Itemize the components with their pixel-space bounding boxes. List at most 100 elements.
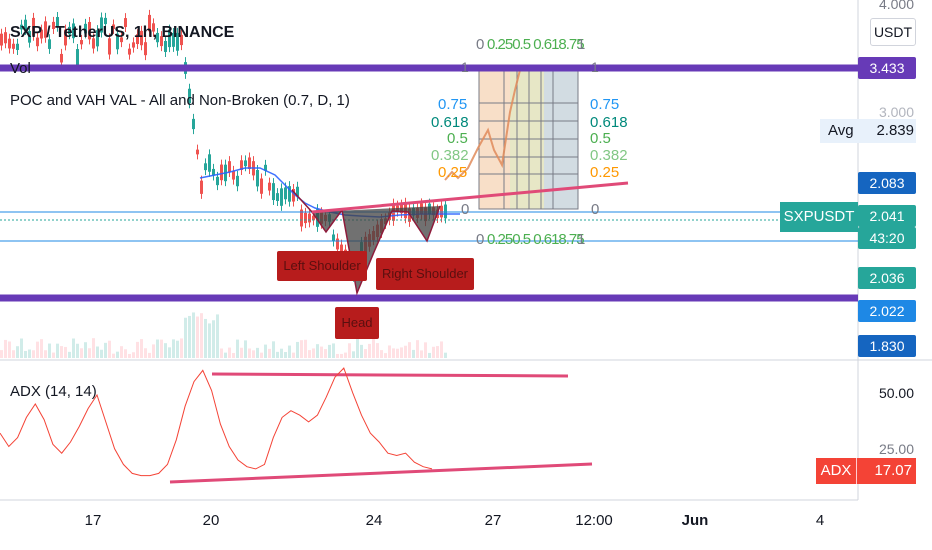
price-tag-2036[interactable]: 2.036 [858, 267, 916, 289]
fib-left-0382: 0.382 [431, 147, 469, 164]
candle-body [216, 176, 219, 186]
fib-bottom-levels: 0.250.5 0.618.75 [487, 231, 585, 248]
price-tag-2083[interactable]: 2.083 [858, 172, 916, 194]
symbol-tag[interactable]: SXPUSDT [780, 202, 858, 232]
left-shoulder-label[interactable]: Left Shoulder [277, 251, 367, 281]
candle-body [24, 19, 27, 30]
volume-bar [72, 338, 75, 358]
volume-bar [388, 345, 391, 358]
last-price-tag[interactable]: 2.041 [858, 205, 916, 227]
volume-bar [352, 351, 355, 358]
volume-bar [8, 341, 11, 358]
fib-left-05: 0.5 [447, 130, 468, 147]
adx-tick-25: 25.00 [878, 441, 914, 457]
poc-indicator-legend[interactable]: POC and VAH VAL - All and Non-Broken (0.… [10, 92, 350, 109]
volume-bar [68, 351, 71, 358]
price-tag-2022[interactable]: 2.022 [858, 300, 916, 322]
volume-bar [32, 350, 35, 358]
candle-body [212, 168, 215, 176]
volume-bar [424, 342, 427, 358]
candle-body [172, 32, 175, 47]
volume-bar [164, 343, 167, 358]
candle-body [60, 53, 63, 63]
volume-bar [340, 353, 343, 358]
volume-bar [48, 343, 51, 358]
candle-body [64, 29, 67, 46]
candle-body [244, 160, 247, 167]
price-tag-purple-high[interactable]: 3.433 [858, 57, 916, 79]
volume-bar [256, 347, 259, 358]
candle-body [20, 24, 23, 30]
vol-legend[interactable]: Vol [10, 60, 31, 77]
fib-right-0382: 0.382 [590, 147, 628, 164]
adx-legend[interactable]: ADX (14, 14) [10, 383, 97, 400]
price-tag-1830[interactable]: 1.830 [858, 335, 916, 357]
fib-bottom-one: 1 [577, 231, 586, 248]
candle-body [188, 88, 191, 104]
volume-bar [188, 315, 191, 358]
fib-left-zero: 0 [461, 201, 470, 218]
volume-bar [408, 342, 411, 358]
volume-bar [268, 348, 271, 358]
volume-bar [220, 348, 223, 358]
volume-bar [172, 339, 175, 358]
head-label[interactable]: Head [335, 307, 379, 339]
fib-right-one: 1 [591, 59, 599, 75]
volume-bar [36, 341, 39, 358]
avg-value: 2.839 [876, 122, 914, 139]
volume-bar [92, 338, 95, 358]
neckline[interactable] [311, 181, 629, 214]
volume-bar [40, 339, 43, 358]
volume-bar [276, 351, 279, 358]
candle-body [44, 21, 47, 38]
candle-body [164, 40, 167, 52]
adx-support-line[interactable] [169, 462, 593, 484]
volume-bar [308, 350, 311, 358]
candle-body [208, 154, 211, 172]
volume-bar [152, 344, 155, 358]
candle-body [260, 178, 263, 194]
volume-bar [400, 347, 403, 358]
volume-bar [116, 351, 119, 358]
volume-bar [124, 349, 127, 358]
volume-bar [196, 316, 199, 358]
candle-body [4, 32, 7, 44]
date-tick-jun: Jun [681, 512, 709, 529]
volume-bar [244, 340, 247, 358]
currency-selector[interactable]: USDT [870, 18, 916, 46]
candle-body [8, 38, 11, 49]
candle-body [112, 24, 115, 30]
volume-bar [16, 346, 19, 358]
candle-body [104, 17, 107, 25]
volume-bar [240, 347, 243, 358]
adx-resistance-line[interactable] [211, 372, 569, 378]
volume-bar [356, 338, 359, 358]
volume-bar [76, 343, 79, 358]
candle-body [220, 164, 223, 181]
volume-bar [300, 340, 303, 358]
candle-body [36, 37, 39, 47]
candle-body [444, 204, 447, 219]
candle-body [276, 193, 279, 202]
adx-value-tag[interactable]: ADX 17.07 [816, 458, 916, 484]
projection-path [444, 69, 521, 181]
right-shoulder-label[interactable]: Right Shoulder [376, 258, 474, 290]
volume-bar [320, 346, 323, 358]
candle-body [56, 17, 59, 27]
volume-bar [156, 339, 159, 358]
candle-body [288, 186, 291, 202]
volume-bar [104, 342, 107, 358]
candle-body [280, 188, 283, 206]
candle-body [144, 42, 147, 56]
volume-bar [128, 353, 131, 358]
fib-projection-box[interactable] [444, 68, 579, 210]
candle-body [100, 17, 103, 33]
avg-tag[interactable]: Avg 2.839 [820, 119, 916, 143]
adx-tag-value: 17.07 [874, 462, 912, 479]
symbol-title[interactable]: SXP / TetherUS, 1h, BINANCE [10, 24, 235, 41]
volume-bar [80, 348, 83, 358]
volume-bar [384, 353, 387, 358]
volume-bar [148, 352, 151, 358]
